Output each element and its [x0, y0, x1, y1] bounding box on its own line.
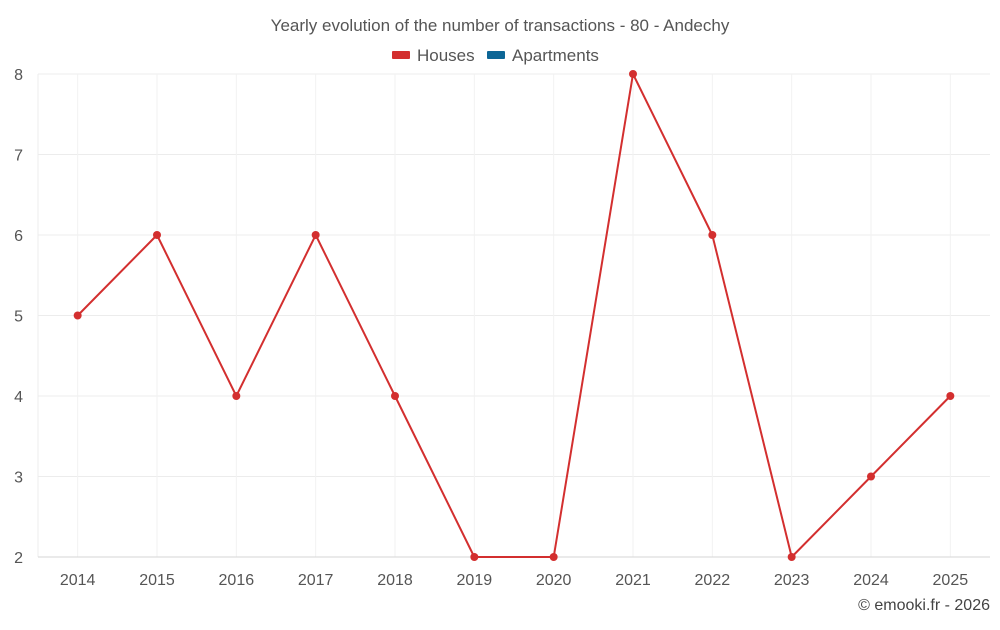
legend-swatch-apartments — [487, 51, 505, 59]
data-point — [549, 553, 558, 561]
y-axis: 2 3 4 5 6 7 8 — [14, 67, 39, 567]
data-point — [629, 70, 637, 78]
x-tick-label: 2020 — [536, 572, 572, 589]
legend-swatch-houses — [392, 51, 410, 59]
y-tick-label: 6 — [14, 228, 23, 245]
legend-label-apartments: Apartments — [512, 46, 599, 65]
x-axis: 2014 2015 2016 2017 2018 2019 2020 2021 2022 2023… — [38, 556, 990, 589]
data-point — [311, 231, 320, 239]
data-point — [787, 553, 796, 561]
x-tick-label: 2025 — [933, 572, 969, 589]
grid — [38, 73, 990, 558]
x-tick-label: 2018 — [377, 572, 413, 589]
y-tick-label: 2 — [14, 550, 23, 567]
y-tick-label: 3 — [14, 470, 23, 487]
y-tick-label: 4 — [14, 389, 23, 406]
x-tick-label: 2021 — [615, 572, 651, 589]
data-point — [73, 311, 82, 320]
x-tick-label: 2024 — [853, 572, 889, 589]
legend-label-houses: Houses — [417, 46, 475, 65]
x-tick-label: 2016 — [219, 572, 255, 589]
chart-title: Yearly evolution of the number of transa… — [271, 16, 730, 35]
x-tick-label: 2022 — [695, 572, 731, 589]
series-houses — [73, 70, 955, 561]
data-point — [232, 392, 241, 400]
credit-text: © emooki.fr - 2026 — [858, 597, 990, 614]
legend-item-apartments[interactable]: Apartments — [487, 46, 599, 65]
legend: Houses Apartments — [392, 46, 599, 65]
series-line — [76, 73, 952, 558]
legend-item-houses[interactable]: Houses — [392, 46, 475, 65]
x-tick-label: 2019 — [457, 572, 493, 589]
x-tick-label: 2014 — [60, 572, 96, 589]
data-point — [391, 392, 399, 400]
y-tick-label: 5 — [14, 309, 23, 326]
data-point — [470, 553, 479, 561]
data-point — [946, 392, 955, 400]
x-tick-label: 2017 — [298, 572, 334, 589]
data-point — [867, 472, 875, 481]
data-point — [153, 231, 161, 239]
y-tick-label: 8 — [14, 67, 23, 84]
data-point — [708, 231, 717, 239]
x-tick-label: 2015 — [139, 572, 175, 589]
y-tick-label: 7 — [14, 148, 23, 165]
x-tick-label: 2023 — [774, 572, 810, 589]
